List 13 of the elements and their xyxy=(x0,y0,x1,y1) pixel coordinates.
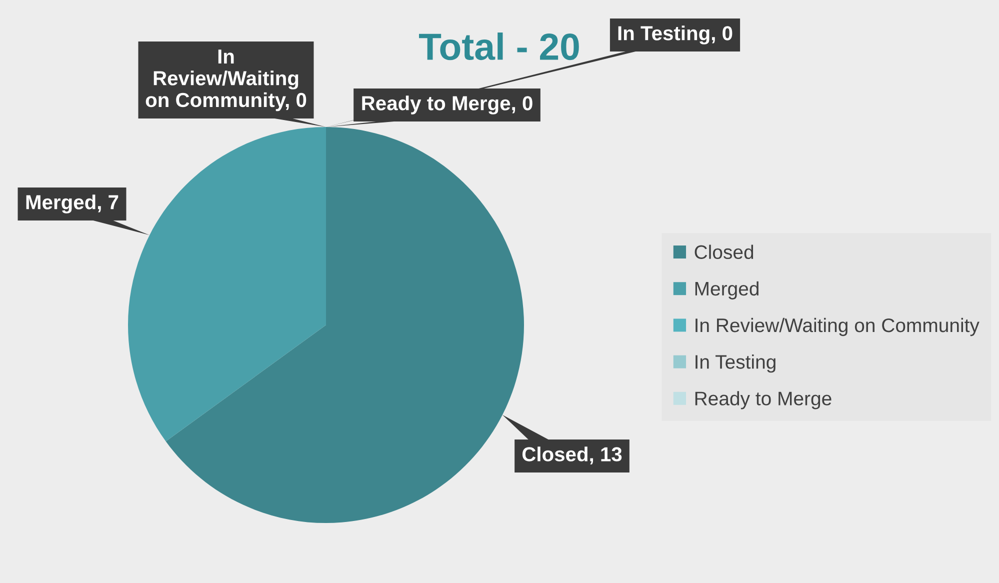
text: In Review/Waiting on Community, 0 xyxy=(146,50,306,112)
text: Ready to Merge, 0 xyxy=(362,96,532,114)
legend-label: In Review/Waiting on Community xyxy=(696,318,980,336)
legend-label: Ready to Merge xyxy=(695,391,832,410)
legend-label: Merged xyxy=(695,281,758,300)
legend-label: Closed xyxy=(694,244,754,260)
pie-slice xyxy=(166,127,524,523)
text: In Testing, 0 xyxy=(618,26,732,44)
pie-slice xyxy=(128,127,326,442)
data-label: Closed, 13 xyxy=(522,446,622,464)
legend-label: In Testing xyxy=(696,354,776,373)
data-label: Merged, 7 xyxy=(26,194,118,214)
chart-title: Total - 20 xyxy=(419,32,579,60)
